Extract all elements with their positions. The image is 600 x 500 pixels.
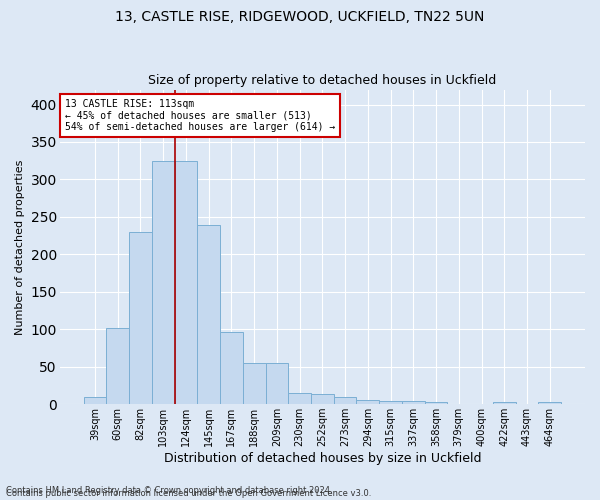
Bar bbox=[425, 402, 448, 404]
Bar bbox=[175, 160, 197, 404]
Text: Contains HM Land Registry data © Crown copyright and database right 2024.: Contains HM Land Registry data © Crown c… bbox=[6, 486, 332, 495]
Bar bbox=[243, 363, 266, 404]
Bar bbox=[493, 402, 515, 404]
Bar bbox=[266, 363, 288, 404]
Bar bbox=[220, 332, 243, 404]
Bar bbox=[83, 396, 106, 404]
Bar bbox=[152, 160, 175, 404]
Text: 13, CASTLE RISE, RIDGEWOOD, UCKFIELD, TN22 5UN: 13, CASTLE RISE, RIDGEWOOD, UCKFIELD, TN… bbox=[115, 10, 485, 24]
Bar bbox=[356, 400, 379, 404]
Bar bbox=[402, 401, 425, 404]
Bar bbox=[129, 232, 152, 404]
Bar bbox=[334, 396, 356, 404]
Y-axis label: Number of detached properties: Number of detached properties bbox=[15, 159, 25, 334]
Bar bbox=[197, 225, 220, 404]
Bar bbox=[379, 401, 402, 404]
Bar bbox=[311, 394, 334, 404]
Text: Contains public sector information licensed under the Open Government Licence v3: Contains public sector information licen… bbox=[6, 488, 371, 498]
Title: Size of property relative to detached houses in Uckfield: Size of property relative to detached ho… bbox=[148, 74, 496, 87]
Text: 13 CASTLE RISE: 113sqm
← 45% of detached houses are smaller (513)
54% of semi-de: 13 CASTLE RISE: 113sqm ← 45% of detached… bbox=[65, 99, 335, 132]
Bar bbox=[288, 393, 311, 404]
Bar bbox=[538, 402, 561, 404]
Bar bbox=[106, 328, 129, 404]
X-axis label: Distribution of detached houses by size in Uckfield: Distribution of detached houses by size … bbox=[164, 452, 481, 465]
